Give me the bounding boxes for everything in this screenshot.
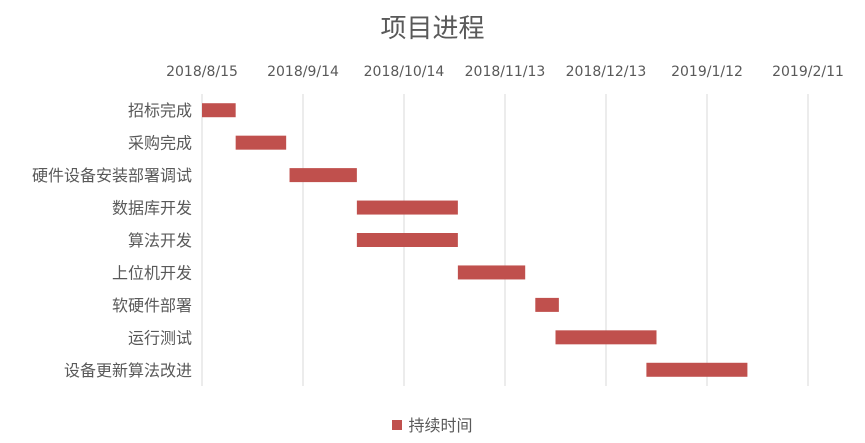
task-label: 算法开发 [128, 231, 192, 250]
legend-swatch [392, 420, 403, 430]
task-label: 设备更新算法改进 [64, 361, 192, 380]
task-label: 招标完成 [128, 101, 192, 120]
x-tick-label: 2018/9/14 [267, 64, 339, 80]
task-bar [356, 200, 458, 215]
grid-lines [201, 94, 809, 386]
task-label: 运行测试 [128, 328, 192, 347]
chart-title: 项目进程 [380, 14, 485, 44]
x-tick-label: 2018/12/13 [566, 64, 647, 80]
task-labels: 招标完成采购完成硬件设备安装部署调试数据库开发算法开发上位机开发软硬件部署运行测… [32, 101, 192, 380]
x-tick-label: 2018/8/15 [166, 64, 238, 80]
x-tick-label: 2019/2/11 [772, 64, 844, 80]
task-label: 硬件设备安装部署调试 [32, 166, 192, 185]
task-label: 数据库开发 [112, 199, 192, 218]
task-bars [202, 103, 748, 377]
task-bar [289, 168, 357, 183]
x-tick-label: 2018/10/14 [364, 64, 445, 80]
x-tick-label: 2019/1/12 [671, 64, 743, 80]
legend-label: 持续时间 [408, 416, 473, 435]
task-label: 软硬件部署 [112, 296, 192, 315]
task-bar [457, 265, 526, 280]
task-label: 采购完成 [128, 134, 192, 153]
task-bar [202, 103, 236, 118]
task-bar [535, 297, 559, 312]
task-bar [646, 362, 748, 377]
task-bar [356, 233, 458, 247]
x-axis-tick-labels: 2018/8/15 2018/9/14 2018/10/14 2018/11/13 20… [166, 64, 844, 80]
task-bar [235, 135, 287, 150]
task-bar [555, 330, 657, 345]
task-label: 上位机开发 [112, 263, 192, 282]
legend: 持续时间 [0, 412, 865, 436]
x-tick-label: 2018/11/13 [465, 64, 546, 80]
